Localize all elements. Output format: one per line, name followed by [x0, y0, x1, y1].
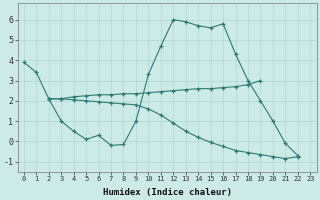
X-axis label: Humidex (Indice chaleur): Humidex (Indice chaleur) [103, 188, 232, 197]
